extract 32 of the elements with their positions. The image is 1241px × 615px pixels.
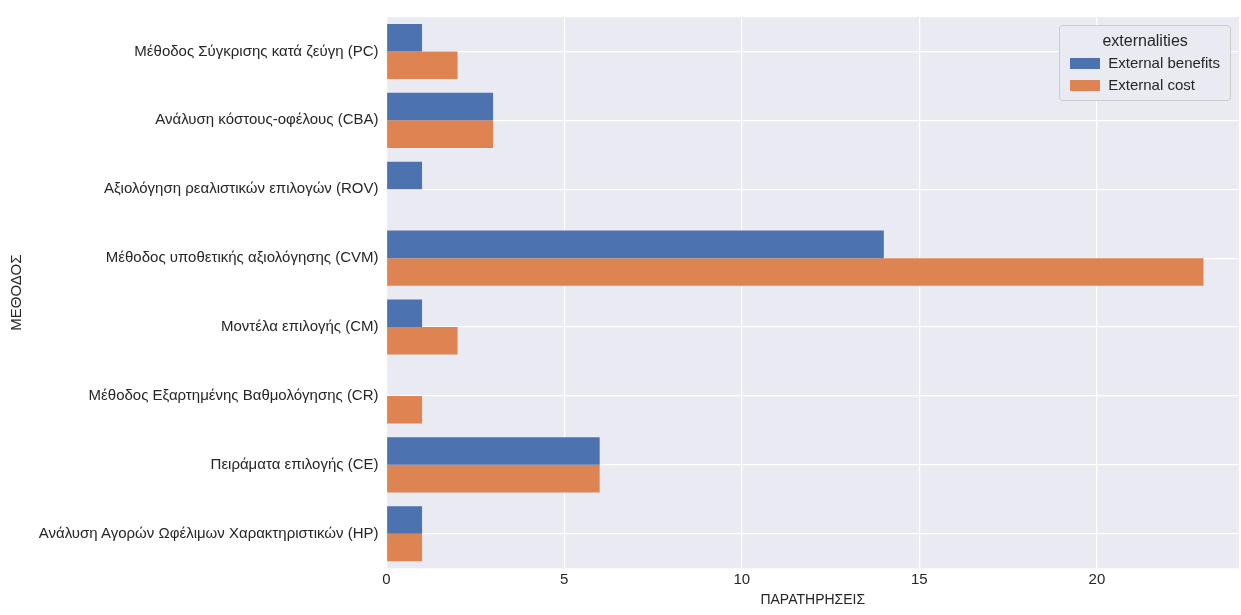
bar bbox=[387, 327, 458, 355]
legend-label: External cost bbox=[1108, 75, 1195, 95]
bar bbox=[387, 506, 423, 534]
x-tick-label: 20 bbox=[1088, 570, 1106, 588]
y-tick-label: Μοντέλα επιλογής (CM) bbox=[220, 317, 379, 335]
y-tick-label: Μέθοδος υποθετικής αξιολόγησης (CVM) bbox=[105, 248, 379, 266]
x-tick-label: 15 bbox=[910, 570, 928, 588]
bar bbox=[387, 533, 423, 562]
x-tick-label: 0 bbox=[382, 570, 391, 588]
bar bbox=[387, 299, 423, 328]
x-axis-title: ΠΑΡΑΤΗΡΗΣΕΙΣ bbox=[760, 591, 866, 608]
y-tick-label: Ανάλυση Αγορών Ωφέλιμων Χαρακτηριστικών (HP) bbox=[38, 523, 379, 541]
bar bbox=[387, 23, 423, 52]
x-tick-label: 10 bbox=[733, 570, 751, 588]
legend-label: External benefits bbox=[1108, 53, 1220, 73]
bar bbox=[387, 92, 494, 121]
bar bbox=[387, 51, 458, 80]
bar bbox=[387, 120, 494, 148]
bar bbox=[387, 258, 1204, 286]
bar bbox=[387, 395, 423, 424]
bar bbox=[387, 464, 600, 493]
y-tick-label: Μέθοδος Σύγκρισης κατά ζεύγη (PC) bbox=[134, 41, 379, 59]
bar bbox=[387, 437, 600, 465]
y-tick-label: Μέθοδος Εξαρτημένης Βαθμολόγησης (CR) bbox=[88, 386, 379, 404]
bar bbox=[387, 161, 423, 190]
y-axis-title: ΜΕΘΟΔΟΣ bbox=[7, 254, 25, 331]
y-tick-label: Ανάλυση κόστους-οφέλους (CBA) bbox=[155, 110, 379, 128]
y-tick-label: Πειράματα επιλογής (CE) bbox=[210, 454, 379, 472]
y-tick-label: Αξιολόγηση ρεαλιστικών επιλογών (ROV) bbox=[103, 179, 379, 197]
bar bbox=[387, 230, 884, 259]
legend-title: externalities bbox=[1101, 31, 1189, 51]
x-tick-label: 5 bbox=[559, 570, 569, 588]
